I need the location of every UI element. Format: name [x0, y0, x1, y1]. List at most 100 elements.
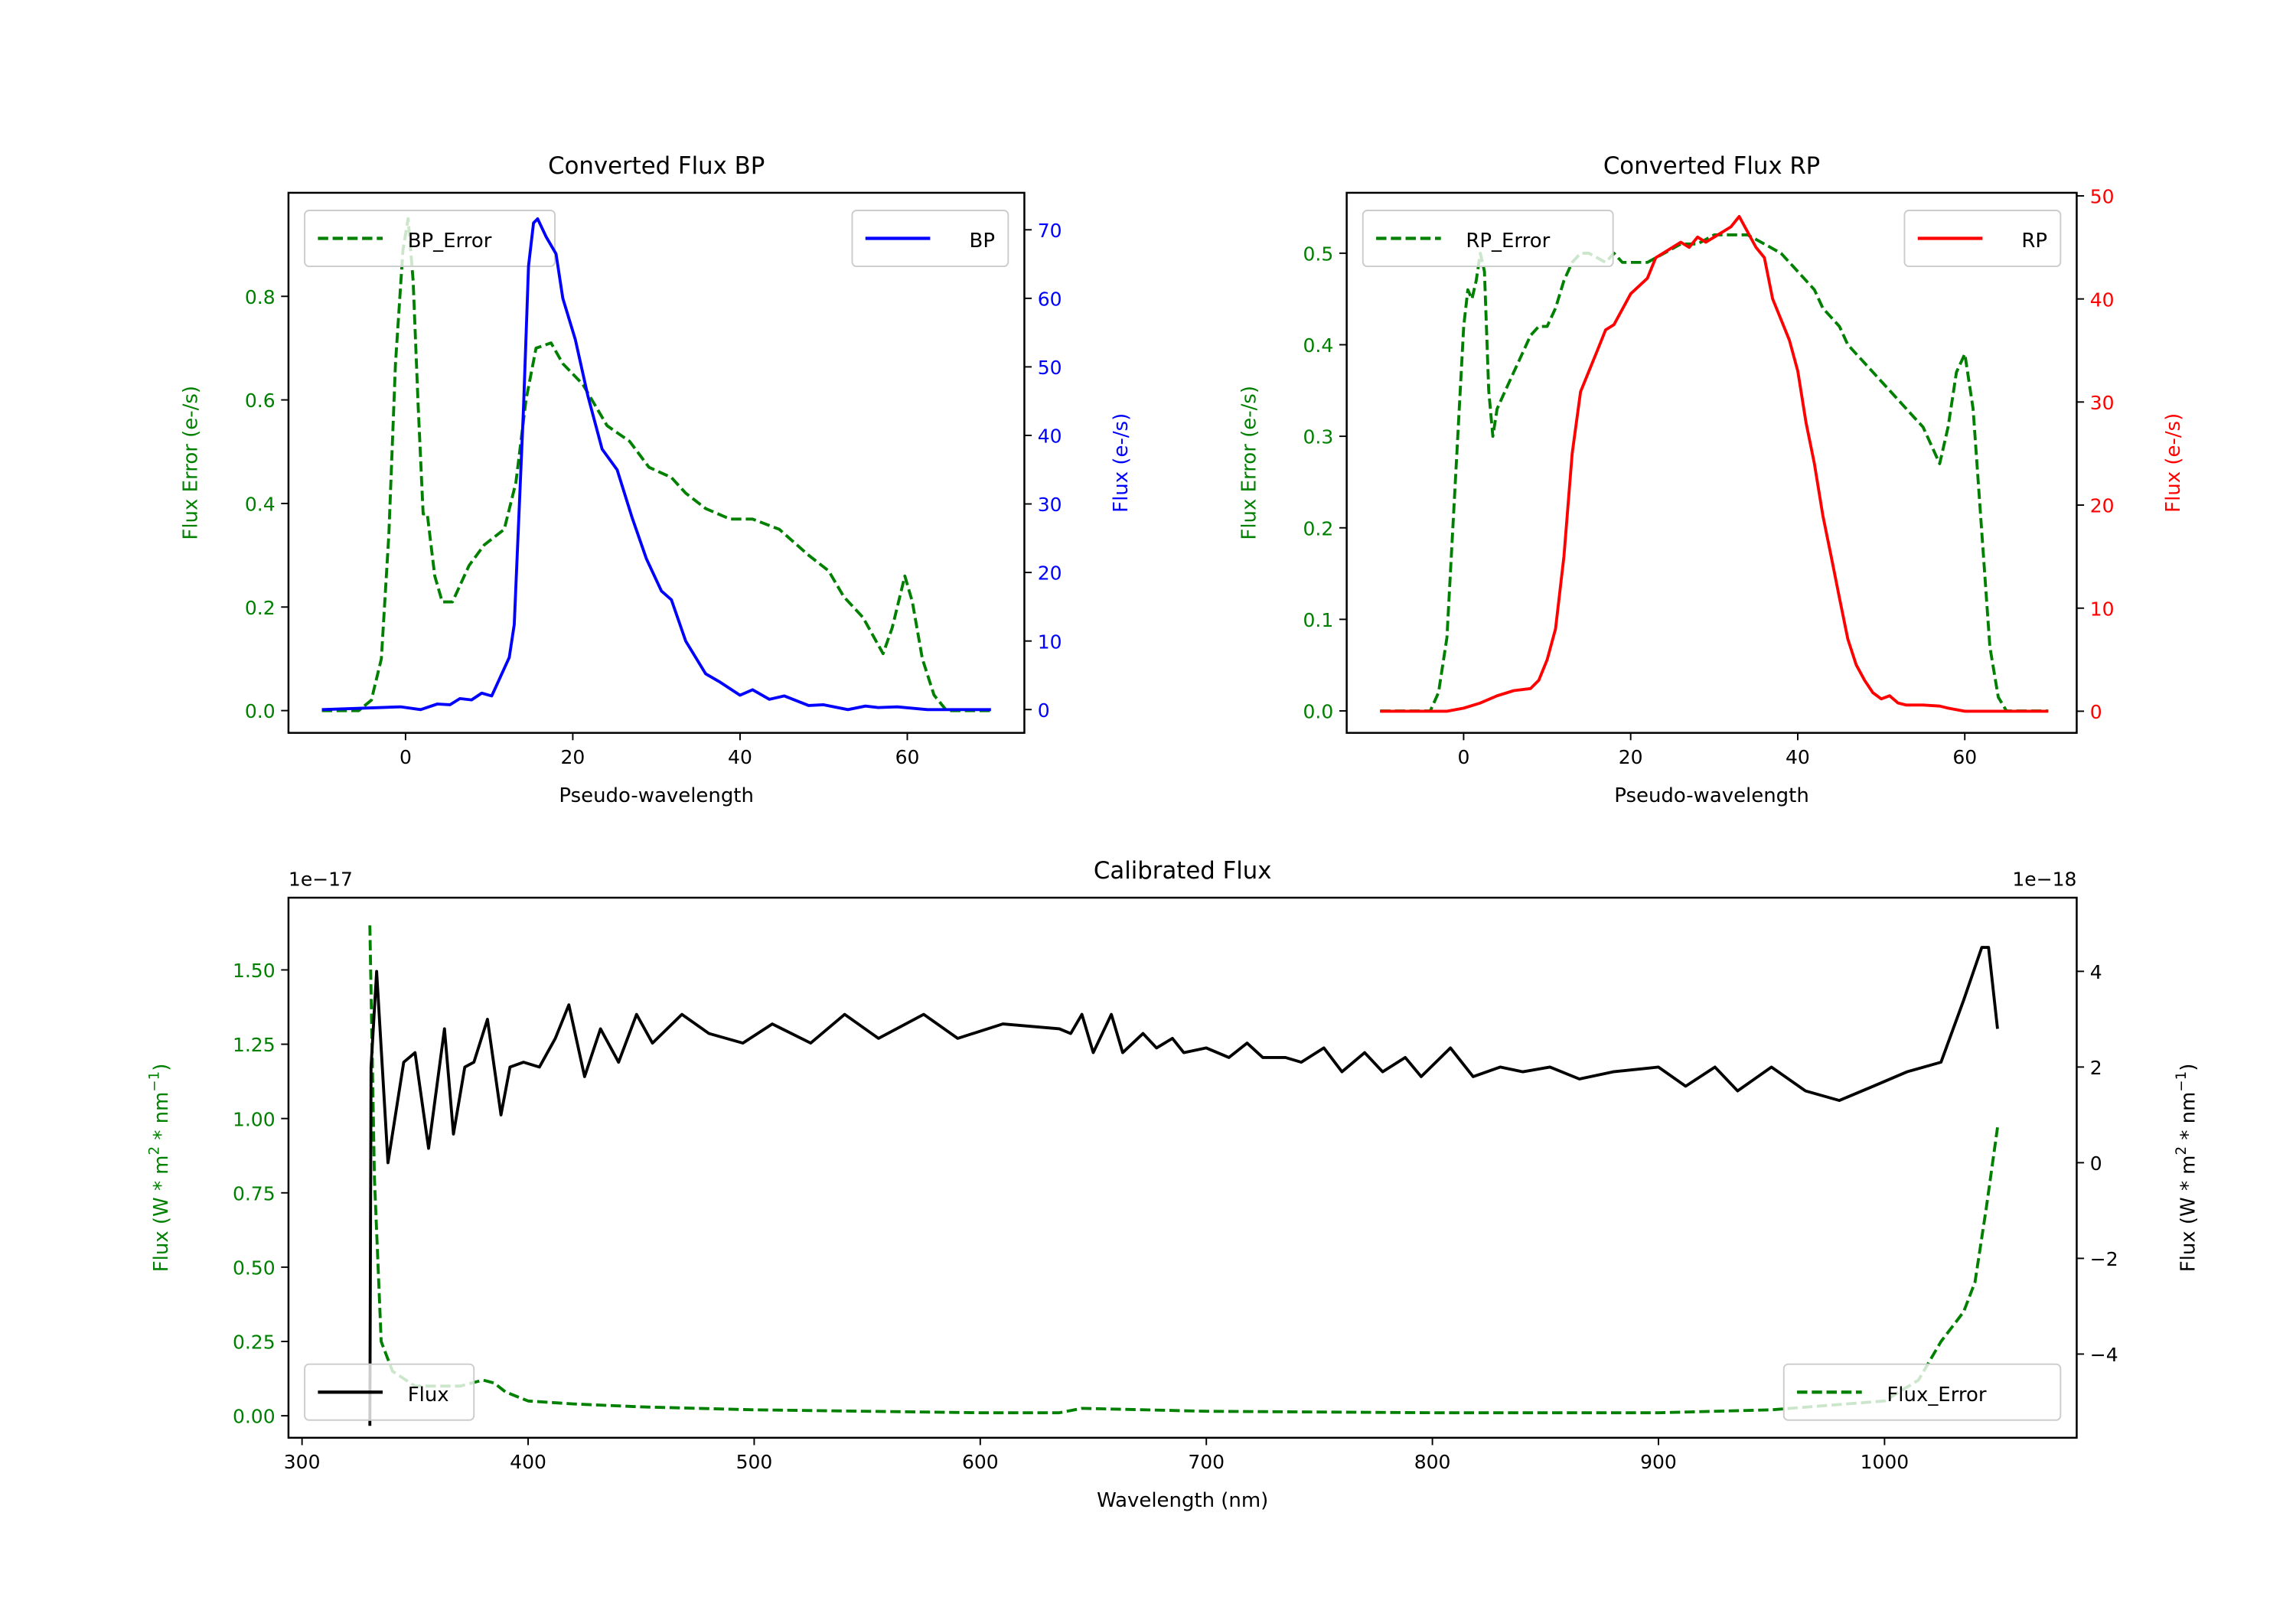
y-right-tick-label: 10: [1038, 631, 1062, 653]
legend-label: Flux_Error: [1887, 1384, 1987, 1407]
y-right-axis-label: Flux (W * m2 * nm−1): [2174, 1064, 2200, 1273]
legend-bp: BP: [851, 210, 1009, 268]
x-tick-label: 700: [1188, 1451, 1225, 1473]
x-tick-label: 500: [736, 1451, 773, 1473]
y-right-tick-label: 50: [2090, 186, 2115, 208]
y-tick-label: 0.3: [1303, 426, 1334, 448]
x-tick-label: 20: [561, 746, 585, 768]
y-tick-label: 1.00: [233, 1108, 276, 1130]
y-right-tick-label: 50: [1038, 357, 1062, 379]
x-tick-label: 40: [728, 746, 752, 768]
x-tick-label: 40: [1786, 746, 1810, 768]
y-right-tick-label: 0: [2090, 701, 2102, 723]
label-part: ): [2177, 1064, 2200, 1071]
y-tick-label: 0.4: [1303, 334, 1334, 357]
y-right-tick-label: 70: [1038, 220, 1062, 242]
superscript: −1: [2174, 1071, 2190, 1092]
legend-label: Flux: [408, 1384, 449, 1407]
y-tick-label: 0.25: [233, 1332, 276, 1354]
legend-label: RP: [2021, 230, 2047, 253]
legend-box: [304, 210, 556, 268]
y-tick-label: 0.4: [245, 494, 276, 516]
axes-frame: [287, 191, 1026, 734]
label-part: * nm: [150, 1092, 173, 1146]
offset-text-left: 1e−17: [289, 869, 353, 891]
legend-label: BP_Error: [408, 230, 492, 253]
y-axis-label: Flux (W * m2 * nm−1): [147, 1064, 174, 1273]
legend-label: BP: [970, 230, 995, 253]
y-axis-label: Flux Error (e-/s): [1238, 386, 1261, 540]
series-rp-line: [1380, 214, 2049, 713]
x-tick-label: 60: [1952, 746, 1977, 768]
y-right-tick-label: 4: [2090, 961, 2102, 983]
offset-text-right: 1e−18: [2012, 869, 2076, 891]
legend-rp: RP: [1903, 210, 2062, 268]
x-tick-label: 800: [1414, 1451, 1451, 1473]
x-tick-label: 600: [962, 1451, 999, 1473]
series-flux-line: [368, 946, 1999, 1426]
legend-flux_error: Flux_Error: [1782, 1363, 2062, 1421]
x-tick-label: 20: [1619, 746, 1643, 768]
x-tick-label: 0: [400, 746, 412, 768]
legend-label: RP_Error: [1466, 230, 1550, 253]
y-tick-label: 0.0: [245, 700, 276, 722]
superscript: 2: [147, 1146, 163, 1156]
y-right-tick-label: 20: [1038, 562, 1062, 585]
x-tick-label: 900: [1640, 1451, 1677, 1473]
y-right-tick-label: 0: [2090, 1152, 2102, 1175]
y-tick-label: 0.1: [1303, 609, 1334, 631]
series-flux_error-line: [368, 925, 1999, 1415]
y-axis-label: Flux Error (e-/s): [180, 386, 203, 540]
legend-box: [1782, 1363, 2062, 1421]
series-bp_error-line: [321, 217, 991, 712]
y-tick-label: 0.8: [245, 286, 276, 308]
chart-title: Converted Flux BP: [548, 152, 765, 180]
axes-frame: [1345, 191, 2078, 734]
x-tick-label: 400: [510, 1451, 546, 1473]
legend-box: [1362, 210, 1614, 268]
chart-panel-1: Converted Flux RP 0 20 40 60 Pseudo-wavelengt…: [1238, 152, 2185, 807]
legend-bp_error: BP_Error: [304, 210, 556, 268]
legend-box: [304, 1363, 475, 1421]
x-tick-label: 1000: [1861, 1451, 1910, 1473]
y-right-tick-label: 0: [1038, 699, 1050, 722]
label-part: * nm: [2177, 1092, 2200, 1146]
chart-panel-0: Converted Flux BP 0 20 40 60 Pseudo-wavelengt…: [180, 152, 1133, 807]
legend-rp_error: RP_Error: [1362, 210, 1614, 268]
superscript: −1: [147, 1071, 163, 1092]
superscript: 2: [2174, 1146, 2190, 1156]
y-right-tick-label: 20: [2090, 495, 2115, 517]
y-right-tick-label: 2: [2090, 1057, 2102, 1079]
x-axis-label: Wavelength (nm): [1097, 1489, 1268, 1512]
chart-title: Converted Flux RP: [1603, 152, 1820, 180]
series-rp_error-line: [1380, 233, 2049, 712]
y-tick-label: 1.50: [233, 960, 276, 982]
y-right-tick-label: −2: [2090, 1248, 2118, 1270]
label-part: ): [150, 1064, 173, 1071]
legend-flux: Flux: [304, 1363, 475, 1421]
y-tick-label: 0.50: [233, 1257, 276, 1279]
x-tick-label: 0: [1457, 746, 1469, 768]
y-tick-label: 0.2: [245, 597, 276, 619]
label-part: Flux (W * m: [150, 1156, 173, 1273]
y-right-tick-label: 30: [1038, 494, 1062, 516]
y-right-axis-label: Flux (e-/s): [2162, 413, 2185, 513]
chart-panel-2: Calibrated Flux 300 400 500 600 700 800 900 1000…: [147, 857, 2200, 1512]
y-right-tick-label: 30: [2090, 392, 2115, 414]
y-tick-label: 0.6: [245, 390, 276, 412]
y-right-tick-label: −4: [2090, 1344, 2118, 1366]
label-part: Flux (W * m: [2177, 1156, 2200, 1273]
x-tick-label: 300: [284, 1451, 321, 1473]
axes-frame: [287, 896, 2078, 1439]
y-right-axis-label: Flux (e-/s): [1110, 413, 1133, 513]
y-tick-label: 0.5: [1303, 243, 1334, 265]
x-tick-label: 60: [895, 746, 920, 768]
y-tick-label: 0.2: [1303, 517, 1334, 539]
y-right-tick-label: 40: [1038, 425, 1062, 448]
y-right-tick-label: 60: [1038, 288, 1062, 310]
series-bp-line: [321, 217, 991, 712]
y-tick-label: 0.0: [1303, 701, 1334, 723]
y-right-tick-label: 10: [2090, 598, 2115, 620]
x-axis-label: Pseudo-wavelength: [559, 784, 754, 807]
y-right-tick-label: 40: [2090, 288, 2115, 311]
